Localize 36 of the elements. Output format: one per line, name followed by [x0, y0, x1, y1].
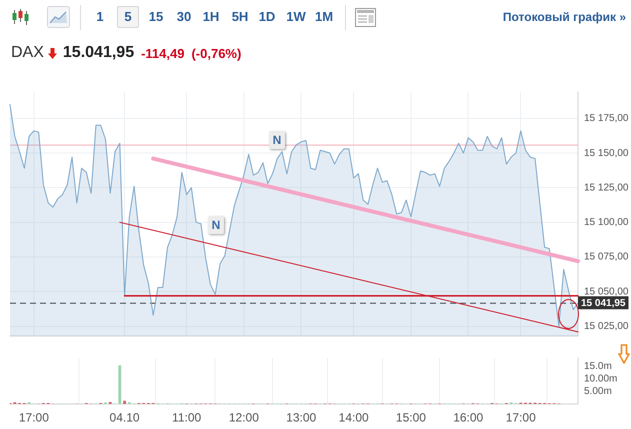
text: 5H [226, 6, 254, 28]
text: Потоковый график » [502, 10, 626, 24]
y-tick-label: 15 150,00 [584, 148, 629, 159]
y-tick-label: 15 050,00 [584, 286, 629, 298]
x-tick-label: 14:00 [338, 410, 370, 425]
chart-title: DAX [11, 44, 44, 62]
text: 1D [254, 6, 280, 28]
x-tick-label: 17:00 [18, 410, 50, 425]
y-tick-label: 15 025,00 [584, 321, 629, 332]
text: 1W [281, 6, 311, 28]
x-tick-label: 17:00 [506, 410, 536, 425]
x-tick-label: 12:00 [228, 410, 260, 425]
text: 1M [310, 6, 338, 28]
text: 30 [172, 6, 196, 28]
chart-subtitle: 15.041,95 [62, 44, 134, 62]
bar [123, 400, 126, 404]
y-tick-label: 5.00m [584, 386, 612, 398]
y-tick-label: 10.00m [584, 373, 618, 384]
text: (-0,76%) [191, 46, 242, 60]
annotation: N [272, 133, 282, 147]
y-tick-label: 15 100,00 [584, 217, 629, 228]
y-tick-label: 15.0m [584, 360, 612, 372]
ref-line-label: 15 041,95 [581, 298, 626, 310]
text: -114,49 [141, 46, 184, 60]
y-tick-label: 15 175,00 [584, 113, 629, 124]
x-tick-label: 04.10 [110, 410, 140, 425]
x-tick-label: 13:00 [286, 410, 316, 425]
x-tick-label: 15:00 [396, 410, 426, 425]
text: 15 [144, 6, 168, 28]
text: 1 [91, 6, 109, 28]
x-tick-label: 11:00 [172, 410, 202, 425]
y-tick-label: 15 125,00 [584, 182, 629, 194]
annotation: N [212, 218, 220, 232]
y-tick-label: 15 075,00 [584, 252, 629, 263]
x-tick-label: 16:00 [453, 410, 484, 425]
text: 1H [198, 6, 224, 28]
